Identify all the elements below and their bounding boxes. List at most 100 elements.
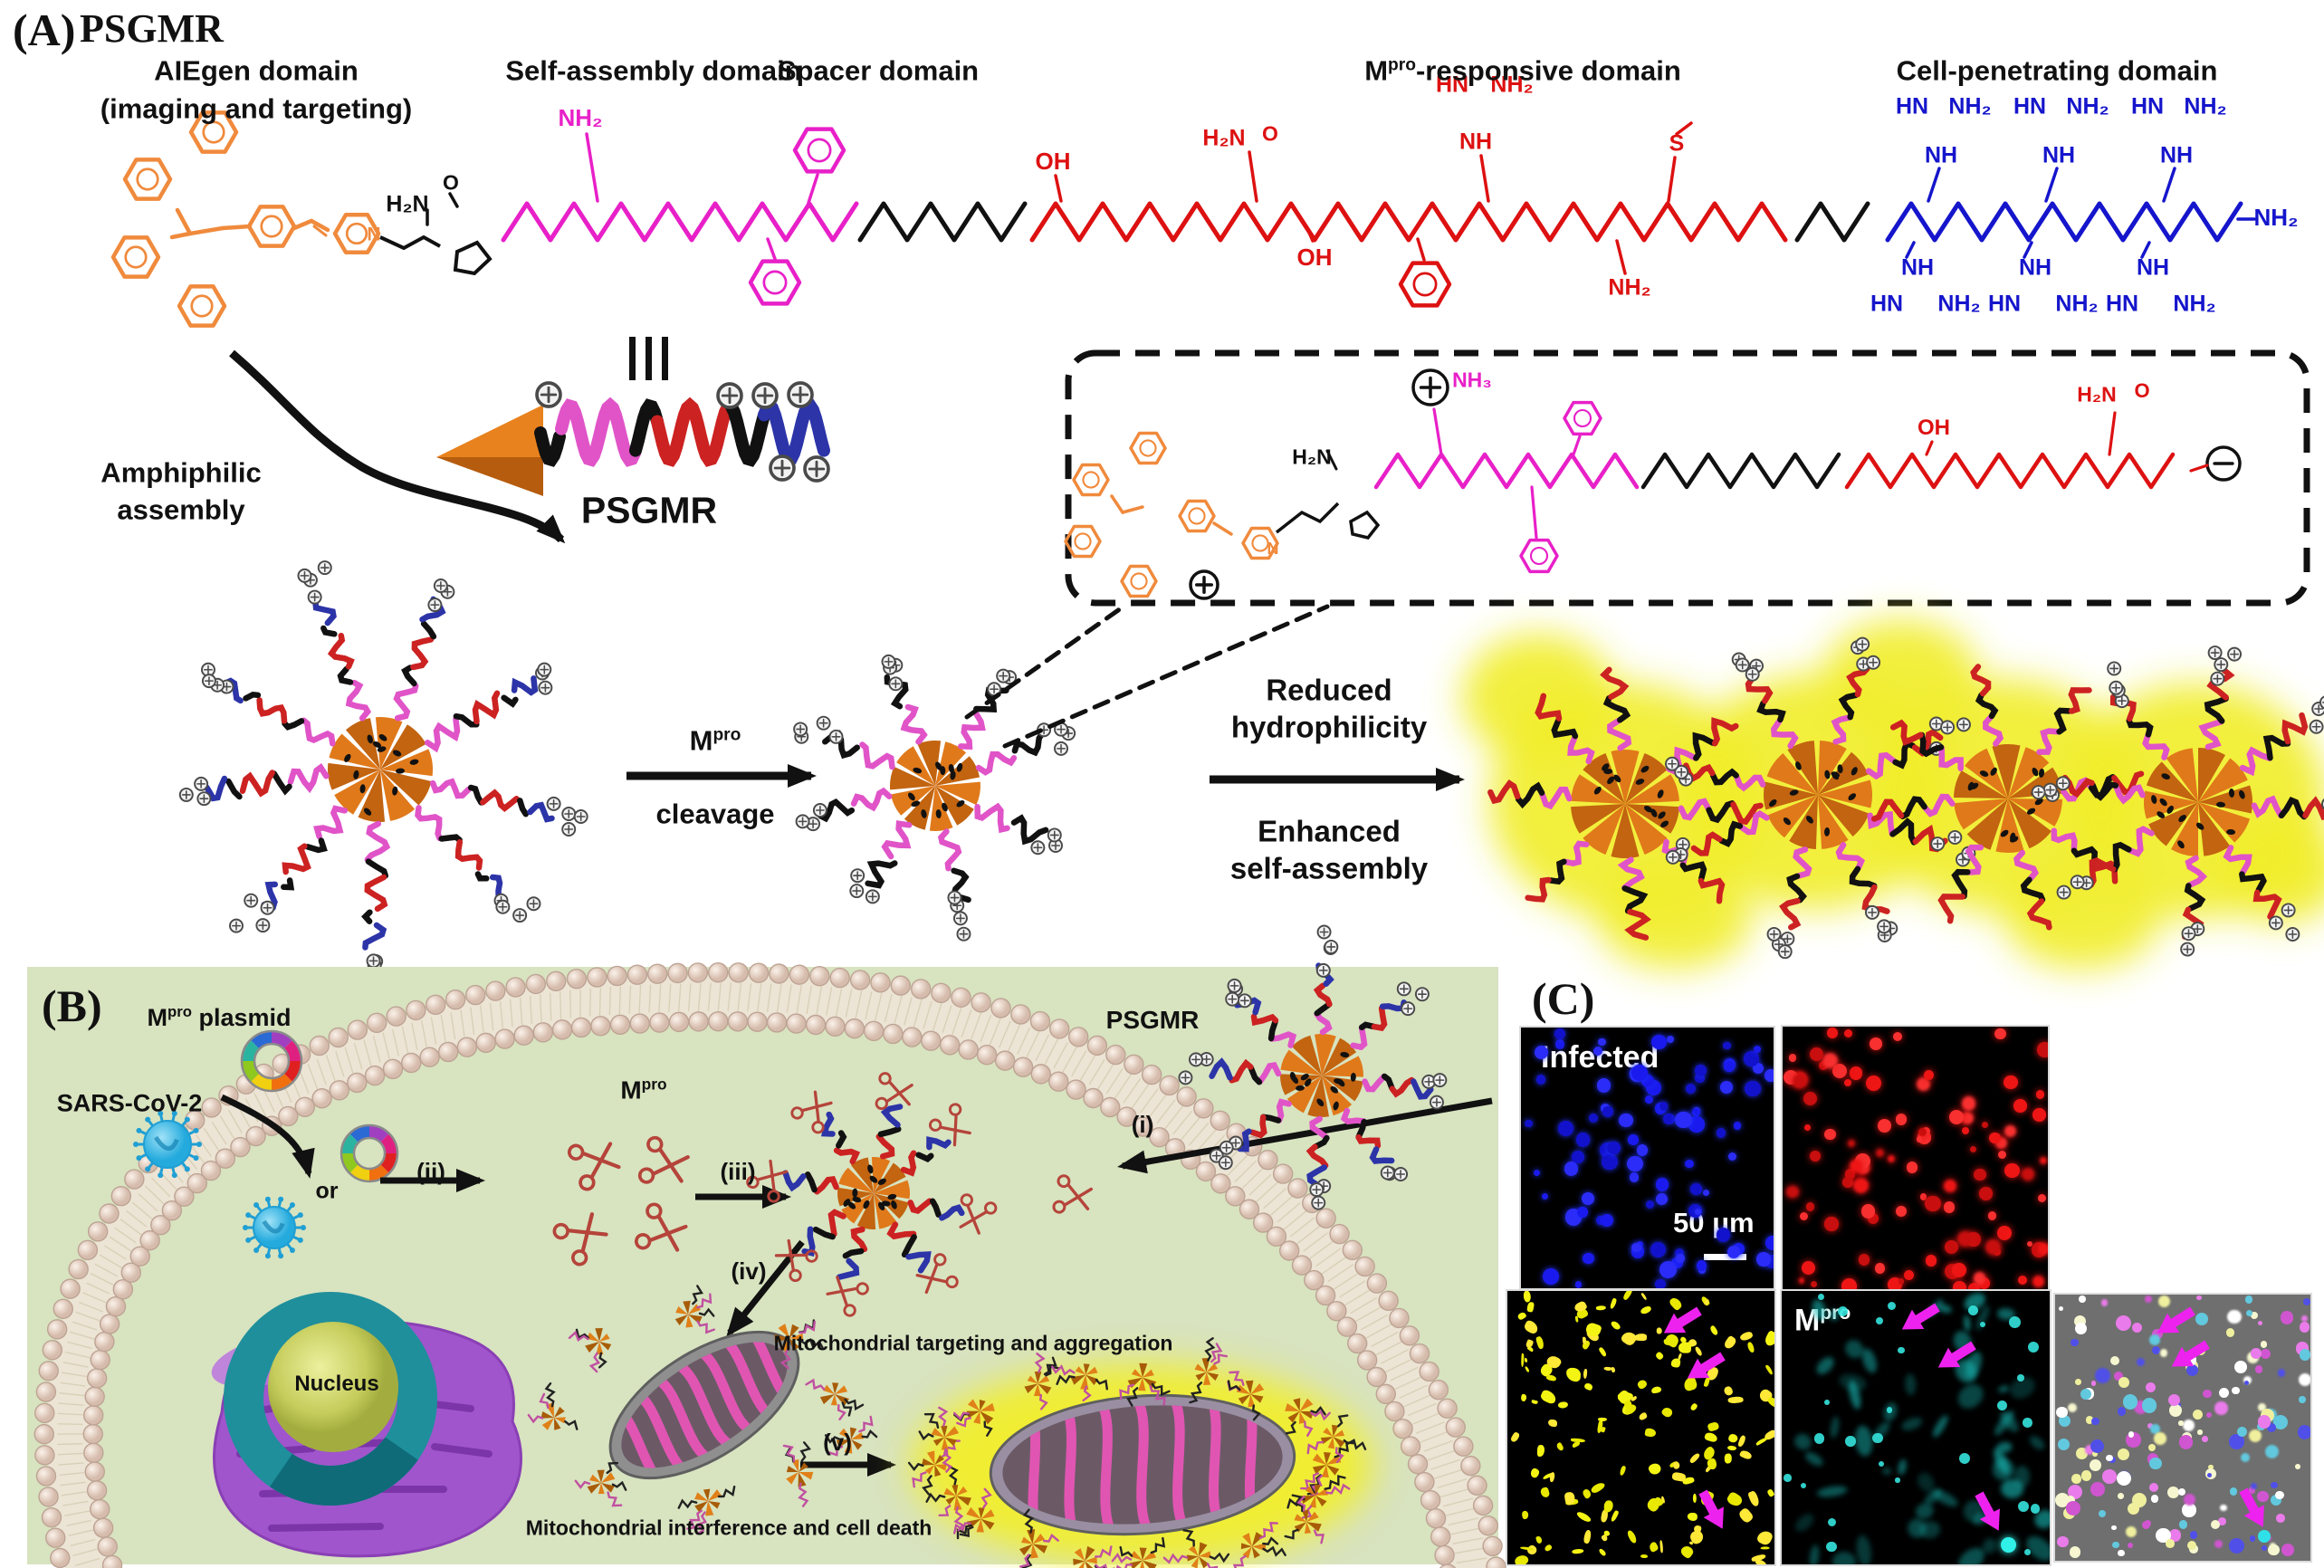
cell-dot	[1688, 1116, 1705, 1133]
cleavage-arrow-label-top: Mpro	[689, 724, 741, 757]
cell-dot	[2244, 1296, 2253, 1304]
cell-dot	[1826, 1541, 1837, 1552]
cell-dot	[2202, 1389, 2212, 1399]
cell-dot	[2004, 1125, 2017, 1138]
cell-dot	[2261, 1544, 2268, 1552]
cell-dot	[1831, 1063, 1848, 1079]
cell-dot	[1892, 1031, 1902, 1041]
cell-dot	[2102, 1469, 2117, 1484]
cell-dot	[2234, 1360, 2248, 1373]
cell-dot	[1805, 1202, 1815, 1211]
cell-dot	[2177, 1487, 2186, 1496]
cell-dot	[1702, 1190, 1709, 1197]
cell-dot	[2040, 1156, 2047, 1164]
cell-dot	[2277, 1369, 2286, 1377]
cell-dot	[2037, 1042, 2048, 1057]
cell-dot	[1554, 1039, 1565, 1049]
cell-dot	[2243, 1375, 2252, 1385]
cell-dot	[2018, 1276, 2028, 1286]
cell-dot	[1685, 1160, 1694, 1169]
atom-label: H₂N	[1292, 445, 1332, 469]
cell-dot	[2276, 1514, 2285, 1523]
cell-dot	[1745, 1080, 1761, 1097]
psgmr-helix-label: PSGMR	[580, 489, 718, 531]
atom-label: NH	[1900, 254, 1935, 281]
cell-dot	[1675, 1111, 1692, 1129]
cell-dot	[2147, 1422, 2154, 1429]
cell-dot	[2258, 1403, 2266, 1411]
cell-dot	[1985, 1239, 2002, 1256]
atom-label: OH	[1035, 148, 1071, 175]
cell-dot	[1695, 1064, 1707, 1076]
cell-dot	[2210, 1519, 2220, 1530]
cell-dot	[2280, 1310, 2294, 1324]
panel-c-tag: (C)	[1532, 973, 1595, 1024]
cell-dot	[1645, 1095, 1654, 1104]
cell-dot	[2118, 1407, 2127, 1416]
cell-dot	[1967, 1305, 1979, 1316]
cell-dot	[2299, 1322, 2310, 1334]
cell-dot	[2166, 1538, 2175, 1548]
cell-dot	[2021, 1167, 2034, 1181]
cell-dot	[2149, 1334, 2160, 1346]
cell-dot	[2193, 1409, 2204, 1420]
micrograph-nuclei-blue: Infected 50 μm	[1519, 1026, 1775, 1290]
cell-dot	[2257, 1320, 2263, 1326]
cell-dot	[1943, 1201, 1956, 1213]
cell-dot	[1979, 1322, 1985, 1328]
cell-dot	[1852, 1178, 1869, 1194]
cell-dot	[1525, 1119, 1533, 1127]
cell-dot	[1887, 1276, 1902, 1290]
cell-dot	[2091, 1451, 2098, 1458]
cell-dot	[2151, 1345, 2161, 1355]
cell-dot	[1906, 1162, 1918, 1173]
cell-dot	[1581, 1192, 1594, 1206]
cell-dot	[1765, 1236, 1774, 1251]
cell-dot	[1988, 1211, 1997, 1220]
cell-dot	[2080, 1389, 2091, 1401]
cell-dot	[1866, 1076, 1882, 1092]
cell-dot	[2196, 1296, 2202, 1301]
cell-dot	[2197, 1429, 2203, 1435]
cell-dot	[1961, 1096, 1976, 1111]
atom-label: O	[443, 170, 459, 195]
cell-dot	[2145, 1296, 2153, 1304]
cell-dot	[2152, 1329, 2163, 1340]
cell-dot	[2186, 1540, 2196, 1550]
cell-dot	[2228, 1538, 2244, 1554]
cell-dot	[2281, 1543, 2295, 1556]
atom-label: N	[1267, 540, 1279, 558]
reduced-hydrophilicity-label: Reduced	[1266, 673, 1392, 707]
cell-dot	[2150, 1424, 2160, 1434]
cell-dot	[1628, 1133, 1639, 1145]
mpro-plasmid-label: Mpro plasmid	[147, 1003, 292, 1031]
cell-dot	[2067, 1485, 2082, 1500]
cell-dot	[1843, 1028, 1853, 1038]
cell-dot	[2017, 1374, 2024, 1382]
atom-label: NH₂	[1490, 72, 1534, 98]
cell-dot	[1798, 1277, 1804, 1284]
cell-dot	[1534, 1045, 1549, 1060]
cell-dot	[2232, 1387, 2240, 1395]
cell-dot	[2148, 1482, 2158, 1492]
cell-dot	[2272, 1414, 2289, 1429]
cell-dot	[1598, 1037, 1606, 1047]
micrograph-merged	[2053, 1293, 2312, 1563]
cell-dot	[1960, 1111, 1975, 1125]
atom-label: O	[1262, 121, 1278, 146]
cell-dot	[1981, 1121, 1988, 1128]
cell-dot	[1904, 1269, 1915, 1280]
cell-dot	[1651, 1034, 1667, 1050]
annotation-arrows	[1663, 1306, 1726, 1529]
cell-dot	[1674, 1248, 1685, 1258]
cell-dot	[1588, 1113, 1599, 1123]
cell-dot	[1824, 1128, 1836, 1141]
cell-dot	[1792, 1073, 1807, 1088]
cell-dot	[1973, 1272, 1985, 1285]
cell-dot	[2065, 1496, 2075, 1506]
cell-dot	[2055, 1492, 2071, 1507]
cell-dot	[1575, 1281, 1583, 1288]
cell-dot	[1878, 1119, 1892, 1133]
step-i-label: (i)	[1131, 1111, 1154, 1138]
atom-label: HN	[1870, 291, 1904, 317]
